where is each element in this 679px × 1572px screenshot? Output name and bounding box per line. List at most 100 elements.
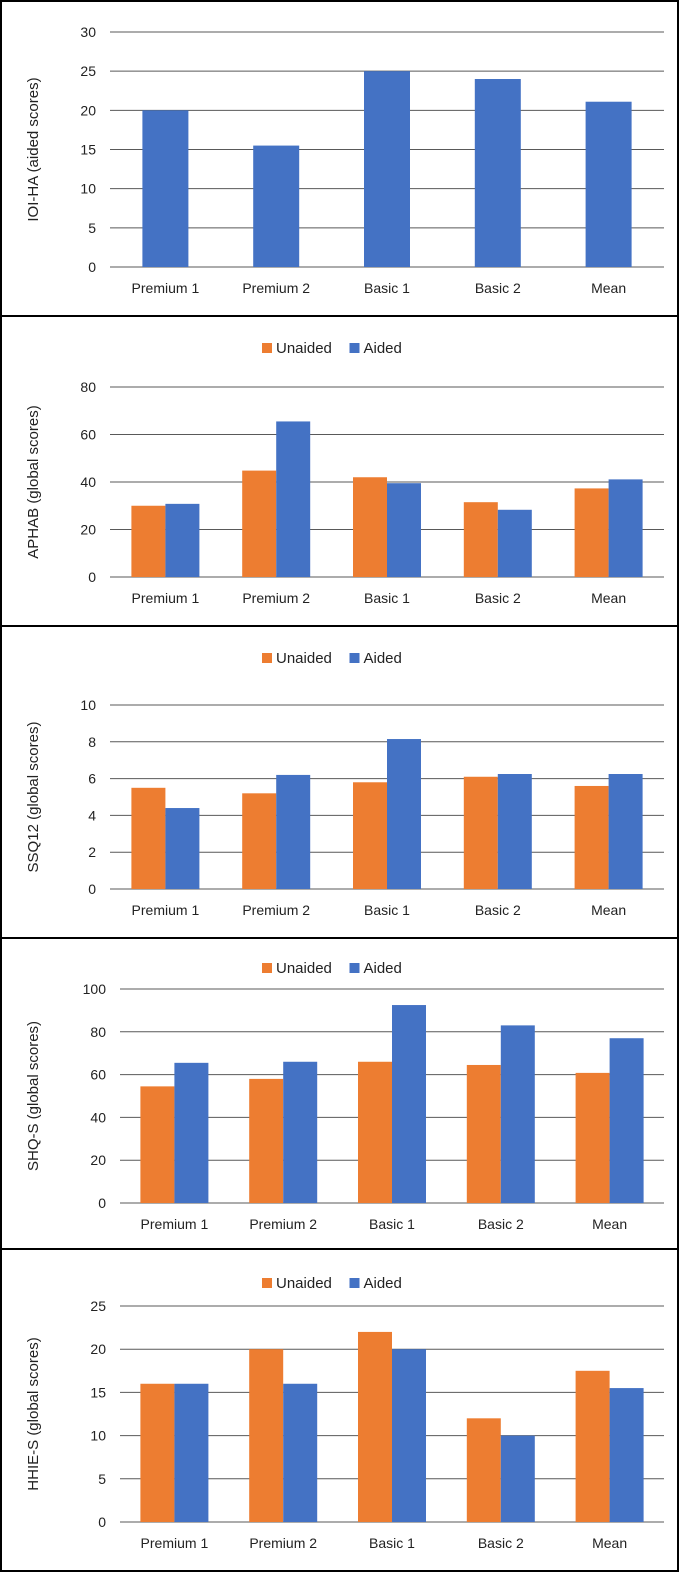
- x-category-label: Basic 1: [369, 1216, 415, 1232]
- unaided-bar: [358, 1331, 392, 1522]
- aided-bar: [609, 1388, 644, 1522]
- unaided-bar: [466, 1418, 501, 1522]
- y-tick-label: 5: [88, 220, 96, 236]
- aided-bar: [500, 1025, 535, 1203]
- y-axis-title: SHQ-S (global scores): [25, 1021, 42, 1171]
- legend: Unaided Aided: [262, 340, 402, 357]
- x-category-label: Basic 2: [475, 902, 521, 918]
- x-category-label: Basic 2: [475, 590, 521, 606]
- unaided-bar: [140, 1383, 175, 1522]
- y-tick-label: 60: [90, 1067, 106, 1083]
- chart-panel: 0 5 10 15 20 25 HHIE-S (global scores) Premium …: [0, 1248, 679, 1572]
- bar-chart: 0 5 10 15 20 25 30 IOI-HA (aided scores) Premium…: [25, 24, 664, 296]
- y-tick-label: 100: [83, 981, 107, 997]
- unaided-legend-swatch: [262, 963, 272, 973]
- aided-bar: [283, 1061, 318, 1203]
- y-tick-label: 10: [80, 181, 96, 197]
- bar-chart: 0 5 10 15 20 25 HHIE-S (global scores) Premium …: [25, 1275, 664, 1551]
- bar-chart: 0 20 40 60 80 APHAB (global scores) Premium 1 P…: [25, 340, 664, 606]
- y-tick-label: 25: [80, 63, 96, 79]
- y-axis-title: HHIE-S (global scores): [25, 1337, 42, 1490]
- x-category-label: Premium 1: [141, 1535, 209, 1551]
- y-tick-label: 8: [88, 734, 96, 750]
- y-tick-label: 0: [98, 1195, 106, 1211]
- aided-bar: [283, 1383, 318, 1522]
- x-category-label: Basic 2: [478, 1216, 524, 1232]
- aided-legend-swatch: [349, 653, 360, 663]
- unaided-bar: [353, 782, 387, 889]
- unaided-legend-label: Unaided: [276, 340, 332, 357]
- y-tick-label: 40: [80, 474, 96, 490]
- bar-chart: 0 20 40 60 80 100 SHQ-S (global scores) Premium…: [25, 960, 664, 1232]
- series-bar: [142, 110, 189, 267]
- series-bar: [364, 71, 410, 268]
- y-tick-label: 20: [80, 522, 96, 538]
- aided-bar: [392, 1005, 426, 1203]
- y-tick-label: 20: [90, 1152, 106, 1168]
- y-tick-label: 20: [80, 102, 96, 118]
- aided-legend-label: Aided: [364, 1275, 402, 1292]
- unaided-bar: [131, 787, 166, 889]
- aided-legend-label: Aided: [364, 960, 402, 977]
- aided-bar: [608, 774, 643, 889]
- unaided-bar: [575, 1370, 610, 1522]
- y-tick-label: 10: [90, 1428, 106, 1444]
- unaided-legend-label: Unaided: [276, 960, 332, 977]
- unaided-legend-swatch: [262, 1278, 272, 1288]
- series-bar: [253, 145, 300, 267]
- unaided-bar: [358, 1061, 392, 1203]
- unaided-legend-label: Unaided: [276, 1275, 332, 1292]
- y-tick-label: 2: [88, 844, 96, 860]
- x-category-label: Basic 2: [475, 280, 521, 296]
- aided-bar: [174, 1062, 209, 1203]
- unaided-bar: [249, 1349, 284, 1522]
- y-tick-label: 0: [88, 569, 96, 585]
- x-category-label: Premium 2: [249, 1216, 317, 1232]
- aided-bar: [387, 739, 421, 889]
- x-category-label: Mean: [592, 1216, 627, 1232]
- x-category-label: Basic 1: [364, 590, 410, 606]
- aided-legend-swatch: [349, 963, 360, 973]
- unaided-bar: [242, 470, 277, 577]
- aided-bar: [609, 1038, 644, 1203]
- x-category-label: Premium 1: [141, 1216, 209, 1232]
- y-tick-label: 80: [80, 379, 96, 395]
- aided-bar: [387, 483, 421, 577]
- x-category-label: Premium 2: [242, 902, 310, 918]
- y-tick-label: 5: [98, 1471, 106, 1487]
- unaided-legend-swatch: [262, 343, 272, 353]
- series-bar: [474, 79, 521, 267]
- aided-bar: [497, 509, 532, 577]
- y-axis-title: SSQ12 (global scores): [25, 722, 42, 873]
- legend: Unaided Aided: [262, 1275, 402, 1292]
- aided-bar: [497, 774, 532, 889]
- unaided-bar: [140, 1086, 175, 1203]
- x-category-label: Basic 1: [369, 1535, 415, 1551]
- x-category-label: Mean: [591, 590, 626, 606]
- aided-legend-label: Aided: [364, 650, 402, 667]
- x-category-label: Basic 2: [478, 1535, 524, 1551]
- unaided-bar: [463, 502, 498, 577]
- unaided-bar: [463, 776, 498, 889]
- bar-chart: 0 2 4 6 8 10 SSQ12 (global scores) Premium 1 Pre…: [25, 650, 664, 918]
- x-category-label: Premium 2: [242, 280, 310, 296]
- y-tick-label: 0: [88, 259, 96, 275]
- chart-panel: 0 20 40 60 80 APHAB (global scores) Premium 1 P…: [0, 315, 679, 627]
- y-axis-title: IOI-HA (aided scores): [25, 77, 42, 221]
- x-category-label: Basic 1: [364, 902, 410, 918]
- unaided-bar: [353, 477, 387, 577]
- x-category-label: Premium 2: [242, 590, 310, 606]
- aided-legend-swatch: [349, 1278, 360, 1288]
- x-category-label: Premium 1: [132, 590, 200, 606]
- aided-bar: [392, 1349, 426, 1522]
- aided-bar: [165, 503, 200, 577]
- y-tick-label: 20: [90, 1341, 106, 1357]
- series-bar: [585, 101, 632, 267]
- chart-panel: 0 2 4 6 8 10 SSQ12 (global scores) Premium 1 Pre…: [0, 625, 679, 939]
- unaided-bar: [466, 1064, 501, 1203]
- y-tick-label: 6: [88, 771, 96, 787]
- x-category-label: Mean: [591, 280, 626, 296]
- x-category-label: Mean: [591, 902, 626, 918]
- unaided-bar: [574, 785, 609, 889]
- y-tick-label: 80: [90, 1024, 106, 1040]
